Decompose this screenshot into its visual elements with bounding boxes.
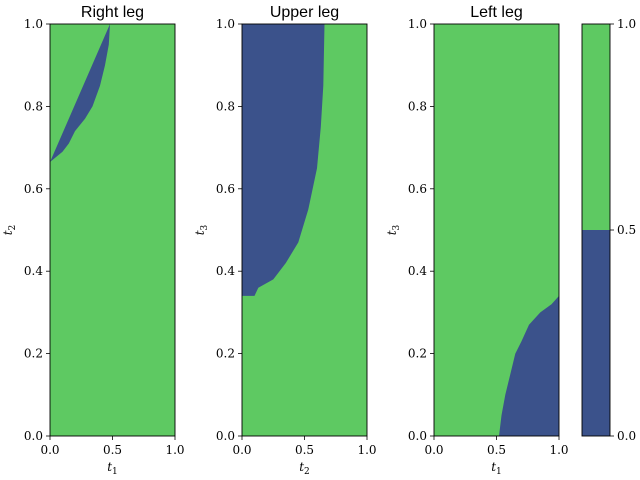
y-tick-label: 0.2 (216, 347, 235, 361)
x-tick-label: 1.0 (357, 443, 376, 457)
y-tick-label: 0.6 (216, 182, 235, 196)
colorbar-tick-label: 0.0 (617, 429, 636, 443)
y-tick-label: 0.2 (24, 347, 43, 361)
colorbar: 0.0 0.5 1.0 (581, 17, 636, 443)
panel-title: Left leg (470, 4, 522, 21)
x-tick-label: 0.0 (40, 443, 59, 457)
x-axis-label: t1 (491, 460, 502, 477)
colorbar-tick-label: 1.0 (617, 17, 636, 31)
y-tick-label: 0.8 (408, 99, 427, 113)
y-tick-label: 0.8 (24, 99, 43, 113)
panels: 0.0 0.5 1.0 0.0 0.2 0.4 0.6 0.8 1.0 Right leg t1 t2… (1, 4, 569, 477)
x-tick-label: 0.5 (103, 443, 122, 457)
y-tick-label: 0.0 (408, 429, 427, 443)
panel-3: 0.0 0.5 1.0 0.0 0.2 0.4 0.6 0.8 1.0 Left leg t1 t3 (385, 4, 569, 477)
panel-2: 0.0 0.5 1.0 0.0 0.2 0.4 0.6 0.8 1.0 Upper leg t2 t3 (193, 4, 377, 477)
panel-title: Right leg (81, 4, 144, 21)
y-tick-label: 0.0 (24, 429, 43, 443)
colorbar-segment-high (582, 24, 610, 230)
region-low (50, 24, 110, 162)
x-tick-label: 0.5 (487, 443, 506, 457)
y-tick-label: 0.2 (408, 347, 427, 361)
y-axis-label: t2 (1, 225, 18, 236)
panel-1: 0.0 0.5 1.0 0.0 0.2 0.4 0.6 0.8 1.0 Right leg t1 t2 (1, 4, 185, 477)
y-tick-label: 0.0 (216, 429, 235, 443)
x-axis-label: t2 (299, 460, 310, 477)
colorbar-tick-label: 0.5 (617, 223, 636, 237)
y-tick-label: 1.0 (24, 17, 43, 31)
panel-title: Upper leg (270, 4, 339, 21)
y-tick-label: 1.0 (216, 17, 235, 31)
region-low (242, 24, 325, 296)
y-axis-label: t3 (385, 224, 402, 235)
y-tick-label: 1.0 (408, 17, 427, 31)
y-tick-label: 0.8 (216, 99, 235, 113)
x-tick-label: 1.0 (549, 443, 568, 457)
x-tick-label: 0.5 (295, 443, 314, 457)
region-high (50, 24, 175, 436)
y-tick-label: 0.6 (24, 182, 43, 196)
y-tick-label: 0.4 (216, 264, 235, 278)
x-axis-label: t1 (107, 460, 118, 477)
y-tick-label: 0.6 (408, 182, 427, 196)
y-tick-label: 0.4 (24, 264, 43, 278)
region-low (499, 295, 559, 436)
x-tick-label: 0.0 (424, 443, 443, 457)
y-axis-label: t3 (193, 224, 210, 235)
x-tick-label: 0.0 (232, 443, 251, 457)
colorbar-segment-low (582, 230, 610, 436)
y-tick-label: 0.4 (408, 264, 427, 278)
x-tick-label: 1.0 (165, 443, 184, 457)
